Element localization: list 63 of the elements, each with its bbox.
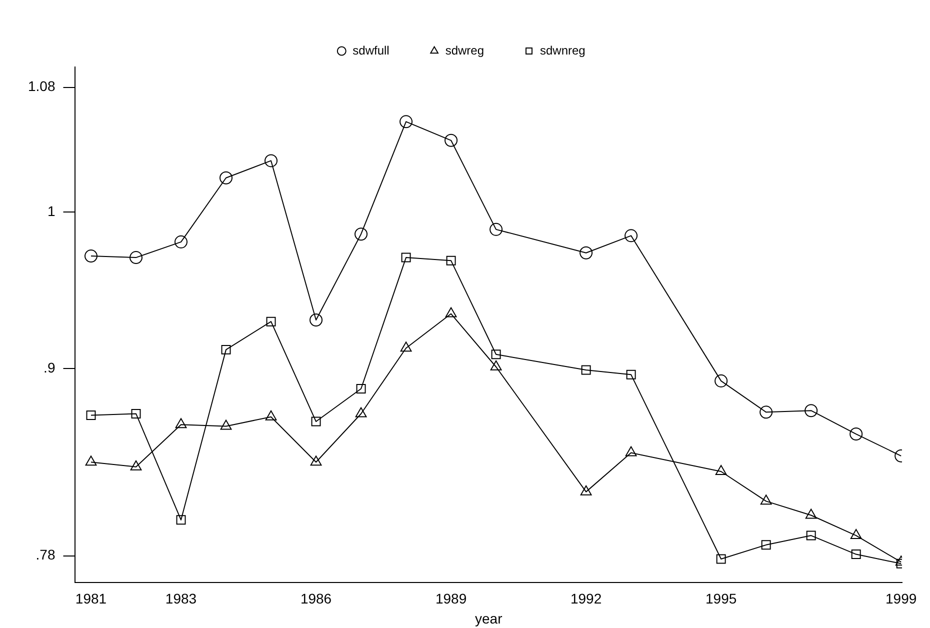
point: [354, 228, 368, 241]
point: [490, 222, 503, 236]
point: [760, 494, 772, 505]
point: [310, 314, 323, 327]
point: [581, 365, 591, 375]
x-tick-label: 1992: [570, 590, 602, 607]
y-tick-label: .78: [36, 546, 56, 563]
y-tick-label: .9: [44, 359, 56, 376]
point: [264, 154, 278, 168]
point: [130, 251, 143, 264]
point: [176, 515, 186, 525]
point: [220, 171, 233, 184]
point: [760, 406, 773, 419]
point: [714, 374, 728, 388]
point: [851, 550, 861, 560]
point: [444, 134, 458, 147]
x-tick-label: 1989: [435, 590, 467, 607]
x-tick-label: 1981: [75, 590, 107, 607]
point: [625, 446, 637, 456]
point: [761, 540, 771, 550]
point: [806, 530, 816, 540]
legend-label: sdwfull: [352, 43, 390, 58]
point: [130, 460, 142, 470]
point: [491, 350, 501, 360]
point: [490, 360, 502, 370]
x-axis-title: year: [475, 610, 503, 626]
point: [266, 316, 276, 326]
point: [626, 370, 636, 380]
x-tick-label: 1999: [886, 590, 917, 607]
point: [174, 235, 188, 248]
point: [355, 407, 367, 418]
y-tick-label: 1: [47, 203, 56, 220]
y-tick-label: 1.08: [28, 78, 56, 94]
x-tick-label: 1983: [165, 590, 197, 607]
point: [624, 229, 638, 242]
point: [221, 344, 231, 354]
point: [850, 428, 863, 441]
point: [265, 410, 277, 420]
point: [86, 410, 96, 420]
legend-label: sdwnreg: [540, 43, 586, 58]
point: [580, 246, 593, 260]
point: [715, 465, 727, 476]
point: [445, 307, 457, 318]
point: [400, 115, 413, 128]
point: [311, 416, 321, 426]
point: [446, 256, 456, 266]
x-tick-label: 1986: [300, 590, 332, 607]
legend-label: sdwreg: [445, 43, 484, 58]
point: [85, 456, 97, 466]
point: [310, 456, 322, 466]
x-tick-label: 1995: [706, 590, 737, 607]
point: [356, 384, 366, 394]
point: [805, 508, 817, 519]
point: [400, 342, 412, 352]
point: [84, 249, 98, 262]
point: [804, 404, 818, 418]
point: [220, 420, 232, 430]
point: [580, 485, 592, 496]
point: [401, 252, 411, 262]
point: [850, 529, 862, 540]
point: [131, 408, 141, 418]
point: [175, 418, 187, 428]
point: [716, 554, 726, 564]
